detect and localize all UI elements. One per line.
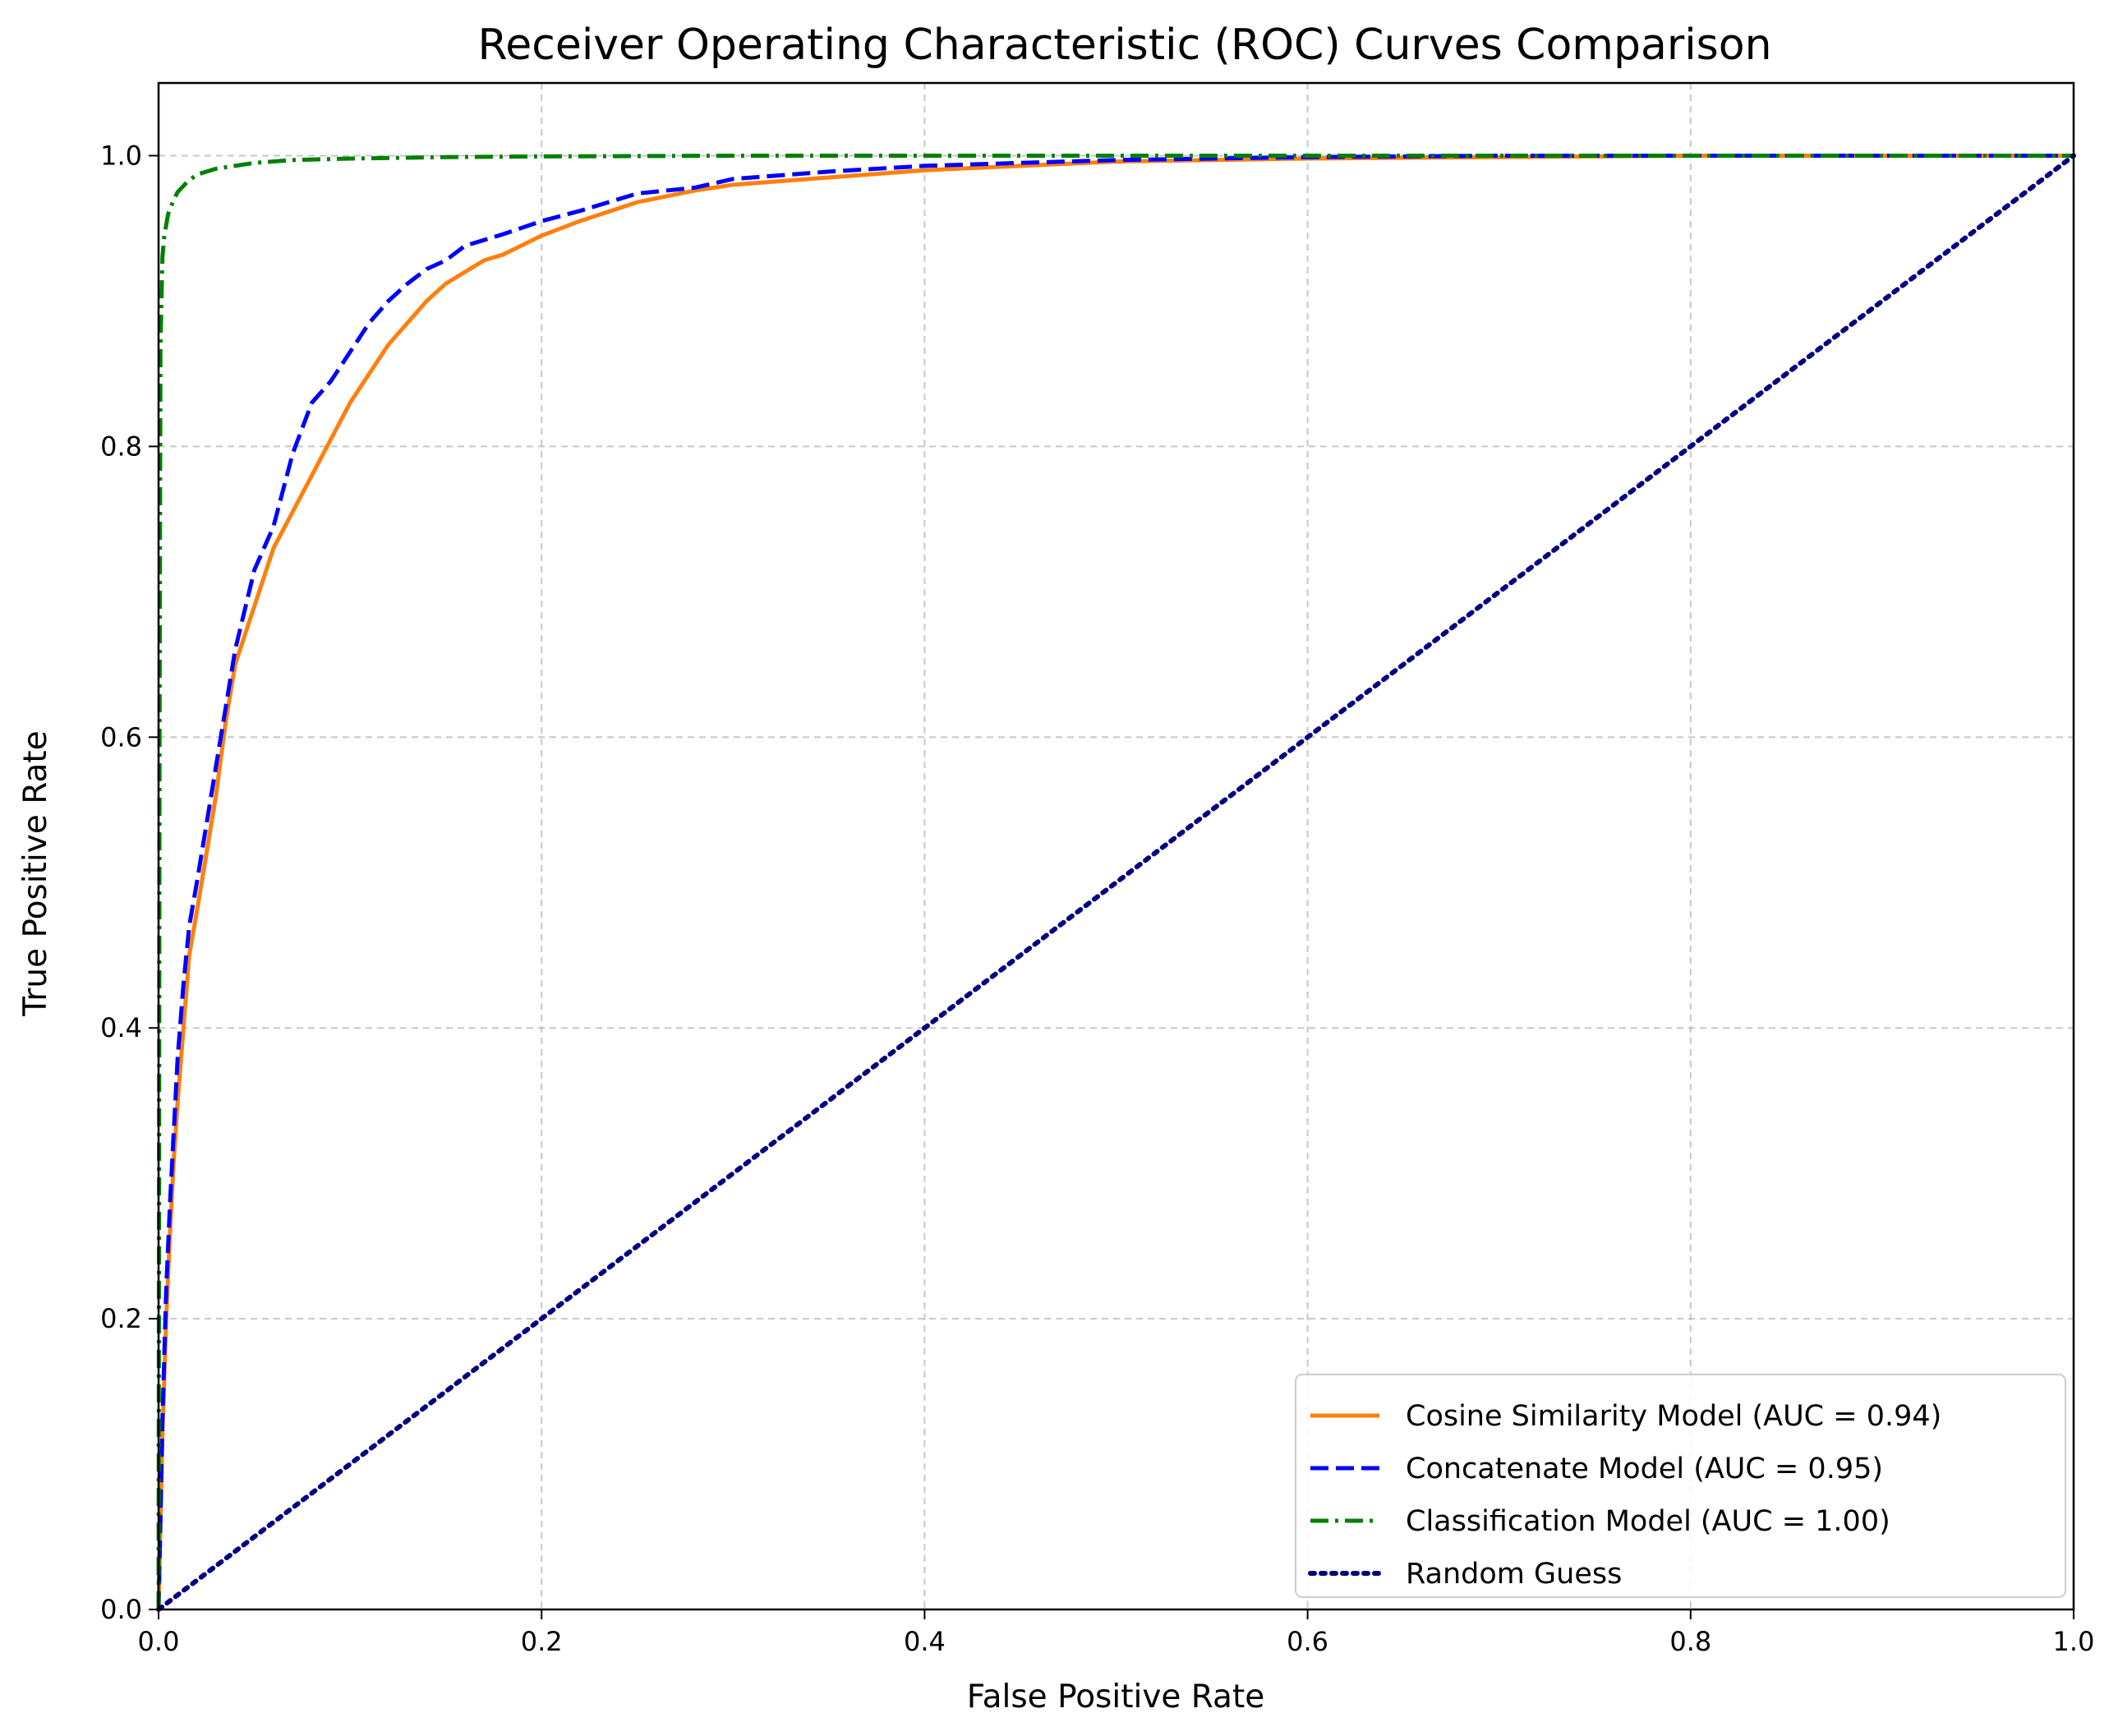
legend-box bbox=[1295, 1374, 2066, 1598]
classification-model-line bbox=[156, 154, 2074, 1610]
x-tick-label: 0.2 bbox=[521, 1626, 563, 1657]
concatenate-model-line bbox=[156, 154, 2074, 1610]
y-axis-label: True Positive Rate bbox=[17, 730, 54, 1016]
x-tick-label: 0.4 bbox=[904, 1626, 946, 1657]
random-guess-line bbox=[156, 153, 2076, 1612]
legend-entry: Concatenate Model (AUC = 0.95) bbox=[1406, 1453, 1883, 1485]
x-tick-label: 0.0 bbox=[138, 1626, 180, 1657]
y-tick-label: 0.0 bbox=[100, 1594, 142, 1625]
y-tick-label: 0.2 bbox=[100, 1303, 142, 1334]
x-tick-label: 0.8 bbox=[1669, 1626, 1711, 1657]
legend-entry: Random Guess bbox=[1406, 1558, 1622, 1591]
cosine-similarity-model-line bbox=[156, 154, 2074, 1610]
y-tick-label: 0.8 bbox=[100, 431, 142, 462]
y-tick-label: 0.4 bbox=[100, 1012, 142, 1043]
ticks: 0.0 0.2 0.4 0.6 0.8 1.0 0.0 0.2 0.4 0.6 0.8 1.0 bbox=[100, 140, 2094, 1657]
x-tick-label: 1.0 bbox=[2053, 1626, 2095, 1657]
y-tick-label: 0.6 bbox=[100, 721, 142, 753]
plot-frame bbox=[157, 81, 2075, 1611]
y-tick-label: 1.0 bbox=[100, 140, 142, 171]
chart-title: Receiver Operating Characteristic (ROC) … bbox=[477, 21, 1771, 70]
legend: Cosine Similarity Model (AUC = 0.94) Conc… bbox=[1295, 1374, 2066, 1598]
x-axis-label: False Positive Rate bbox=[967, 1678, 1264, 1715]
legend-entry: Cosine Similarity Model (AUC = 0.94) bbox=[1406, 1400, 1941, 1433]
series-lines bbox=[156, 153, 2076, 1612]
x-tick-label: 0.6 bbox=[1287, 1626, 1328, 1657]
legend-entry: Classification Model (AUC = 1.00) bbox=[1406, 1505, 1890, 1538]
